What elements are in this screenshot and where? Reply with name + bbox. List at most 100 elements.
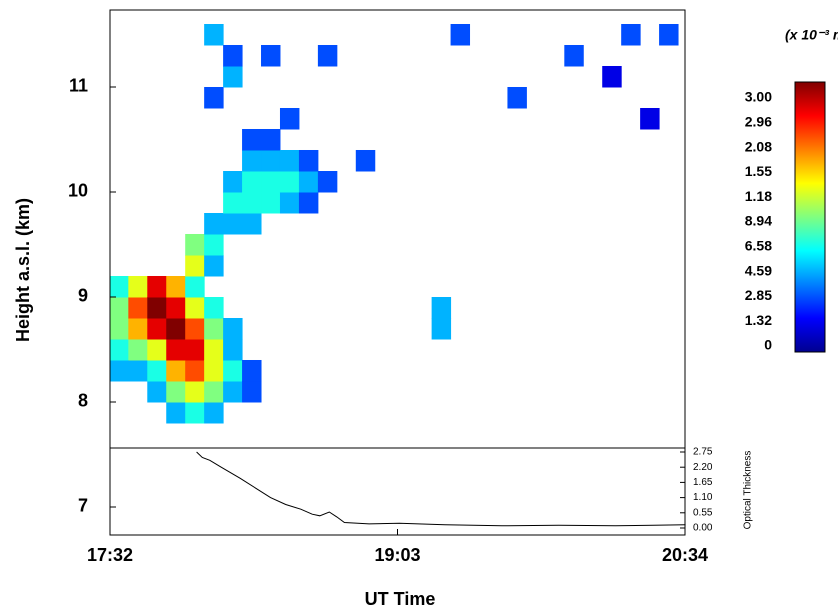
y-tick-label: 8 (78, 391, 88, 411)
inset-y-tick-label: 0.55 (693, 507, 713, 518)
heatmap-cell (110, 317, 129, 340)
heatmap-cell (204, 23, 224, 46)
colorbar-label: 2.85 (745, 287, 772, 303)
colorbar-label: 6.58 (745, 238, 772, 254)
heatmap-cell (242, 128, 262, 151)
heatmap-cell (507, 86, 527, 109)
heatmap-cell (261, 149, 281, 172)
heatmap-cell (223, 338, 243, 361)
heatmap-cell (261, 128, 281, 151)
heatmap-cell (261, 44, 281, 67)
heatmap-cell (110, 338, 129, 361)
heatmap-cell (640, 107, 660, 130)
heatmap-cell (128, 338, 148, 361)
heatmap-cell (128, 317, 148, 340)
colorbar-label: 3.00 (745, 89, 772, 105)
heatmap-cell (110, 359, 129, 382)
colorbar-label: 1.18 (745, 188, 772, 204)
heatmap-cell (185, 233, 205, 256)
heatmap-cell (110, 275, 129, 298)
colorbar-label: 2.96 (745, 114, 772, 130)
heatmap-cell (450, 23, 471, 46)
heatmap-cell (128, 296, 148, 319)
y-tick-label: 7 (78, 496, 88, 516)
heatmap-cell (298, 170, 319, 193)
heatmap-cell (431, 317, 452, 340)
heatmap-cell (223, 191, 243, 214)
heatmap-cell (242, 359, 262, 382)
heatmap-cell (223, 170, 243, 193)
heatmap-cell (147, 338, 167, 361)
heatmap-cell (185, 359, 205, 382)
y-axis-label: Height a.s.l. (km) (13, 198, 33, 342)
heatmap-cell (204, 380, 224, 403)
heatmap-cell (166, 275, 186, 298)
heatmap-cell (431, 296, 452, 319)
heatmap-cell (185, 317, 205, 340)
inset-y-tick-label: 2.75 (693, 447, 713, 458)
heatmap-cell (128, 275, 148, 298)
inset-y-tick-label: 1.65 (693, 477, 713, 488)
heatmap-cell (223, 44, 243, 67)
colorbar-label: 1.32 (745, 312, 772, 328)
heatmap-cell (185, 275, 205, 298)
heatmap-cell (242, 212, 262, 235)
heatmap-cell (147, 359, 167, 382)
heatmap-cell (564, 44, 584, 67)
heatmap-cell (110, 296, 129, 319)
heatmap-cell (166, 380, 186, 403)
heatmap-cell (223, 359, 243, 382)
heatmap-cell (185, 338, 205, 361)
inset-y-tick-label: 2.20 (693, 462, 713, 473)
x-tick-label: 19:03 (374, 545, 420, 565)
heatmap-cell (279, 149, 300, 172)
inset-y-label: Optical Thickness (743, 451, 754, 530)
heatmap-cell (602, 65, 622, 88)
heatmap-cell (147, 275, 167, 298)
heatmap-cell (166, 401, 186, 424)
heatmap-cell (261, 170, 281, 193)
heatmap-cell (242, 170, 262, 193)
heatmap-cell (204, 254, 224, 277)
heatmap-cell (317, 44, 338, 67)
x-tick-label: 17:32 (87, 545, 133, 565)
heatmap-cell (147, 380, 167, 403)
heatmap-cell (242, 191, 262, 214)
heatmap-cell (185, 401, 205, 424)
heatmap-cell (223, 317, 243, 340)
heatmap-cell (279, 107, 300, 130)
heatmap-cell (166, 338, 186, 361)
heatmap-cell (242, 380, 262, 403)
heatmap (110, 23, 679, 424)
heatmap-cell (223, 65, 243, 88)
colorbar-label: 2.08 (745, 138, 772, 154)
heatmap-cell (147, 296, 167, 319)
heatmap-cell (317, 170, 338, 193)
y-tick-label: 11 (69, 76, 88, 96)
heatmap-cell (242, 149, 262, 172)
heatmap-cell (204, 86, 224, 109)
heatmap-cell (261, 191, 281, 214)
heatmap-cell (185, 380, 205, 403)
heatmap-cell (204, 296, 224, 319)
heatmap-cell (147, 317, 167, 340)
heatmap-cell (204, 317, 224, 340)
heatmap-cell (298, 149, 319, 172)
heatmap-cell (204, 338, 224, 361)
heatmap-cell (298, 191, 319, 214)
y-tick-label: 9 (78, 286, 88, 306)
heatmap-cell (659, 23, 679, 46)
colorbar-title: (x 10⁻³ m⁻¹) (785, 27, 838, 43)
heatmap-cell (185, 296, 205, 319)
heatmap-cell (166, 296, 186, 319)
inset-y-tick-label: 1.10 (693, 492, 713, 503)
colorbar-label: 8.94 (745, 213, 772, 229)
heatmap-cell (621, 23, 641, 46)
x-axis-label: UT Time (365, 589, 436, 609)
y-tick-label: 10 (68, 181, 88, 201)
heatmap-cell (166, 317, 186, 340)
inset-y-tick-label: 0.00 (693, 523, 713, 534)
colorbar (794, 81, 826, 353)
heatmap-cell (204, 401, 224, 424)
colorbar-label: 1.55 (745, 163, 772, 179)
